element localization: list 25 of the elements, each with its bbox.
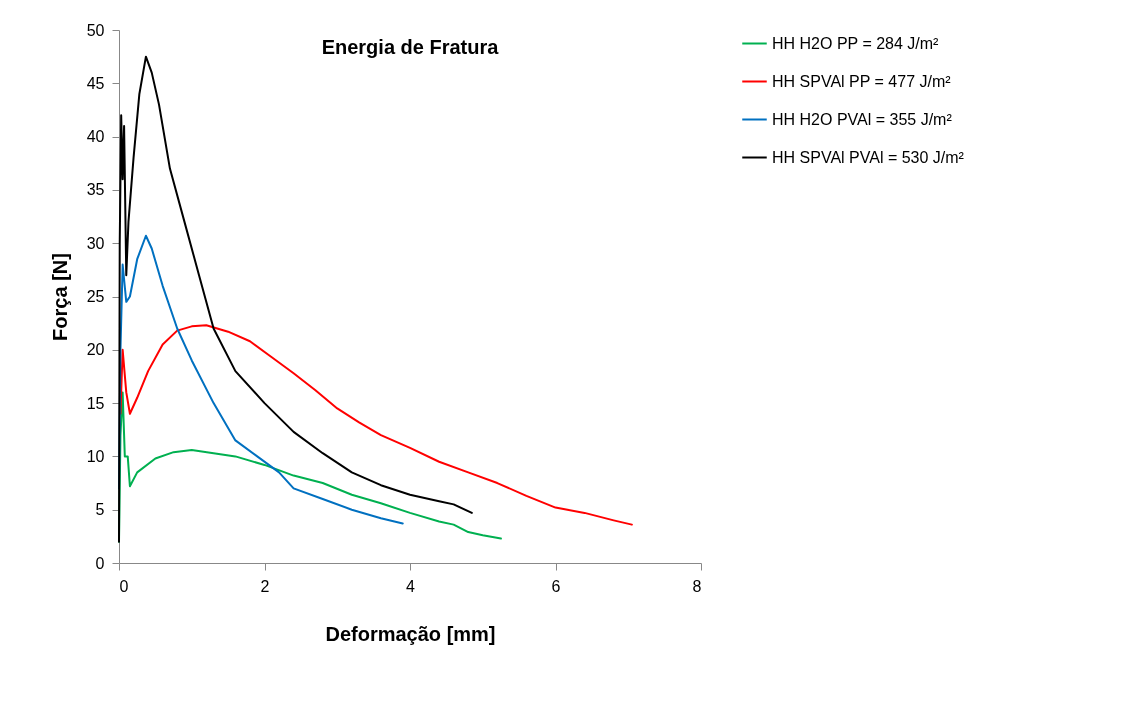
y-tick-label: 40	[86, 128, 105, 146]
y-tick-label: 20	[86, 341, 105, 359]
y-tick-label: 30	[86, 234, 105, 252]
y-tick-label: 5	[95, 501, 105, 519]
y-tick-label: 35	[86, 181, 105, 199]
y-tick-label: 50	[86, 21, 105, 39]
x-tick-label: 2	[260, 577, 270, 595]
legend-label: HH SPVAl PP = 477 J/m²	[772, 72, 952, 90]
y-tick-label: 0	[95, 554, 105, 572]
x-axis-title: Deformação [mm]	[325, 622, 496, 645]
x-tick-label: 4	[406, 577, 416, 595]
x-tick-label: 8	[692, 577, 702, 595]
legend-label: HH H2O PP = 284 J/m²	[772, 34, 940, 52]
y-tick-label: 45	[86, 74, 105, 92]
chart-title: Energia de Fratura	[321, 36, 500, 58]
x-tick-label: 0	[119, 577, 129, 595]
y-tick-label: 25	[86, 288, 105, 305]
x-tick-label: 6	[551, 577, 561, 595]
legend-label: HH SPVAl PVAl = 530 J/m²	[772, 148, 965, 166]
y-tick-label: 10	[86, 447, 105, 465]
y-tick-label: 15	[86, 394, 105, 412]
y-axis-title: Força [N]	[48, 253, 71, 341]
line-series	[119, 324, 633, 526]
legend-label: HH H2O PVAl = 355 J/m²	[772, 110, 953, 128]
line-series	[118, 234, 404, 525]
